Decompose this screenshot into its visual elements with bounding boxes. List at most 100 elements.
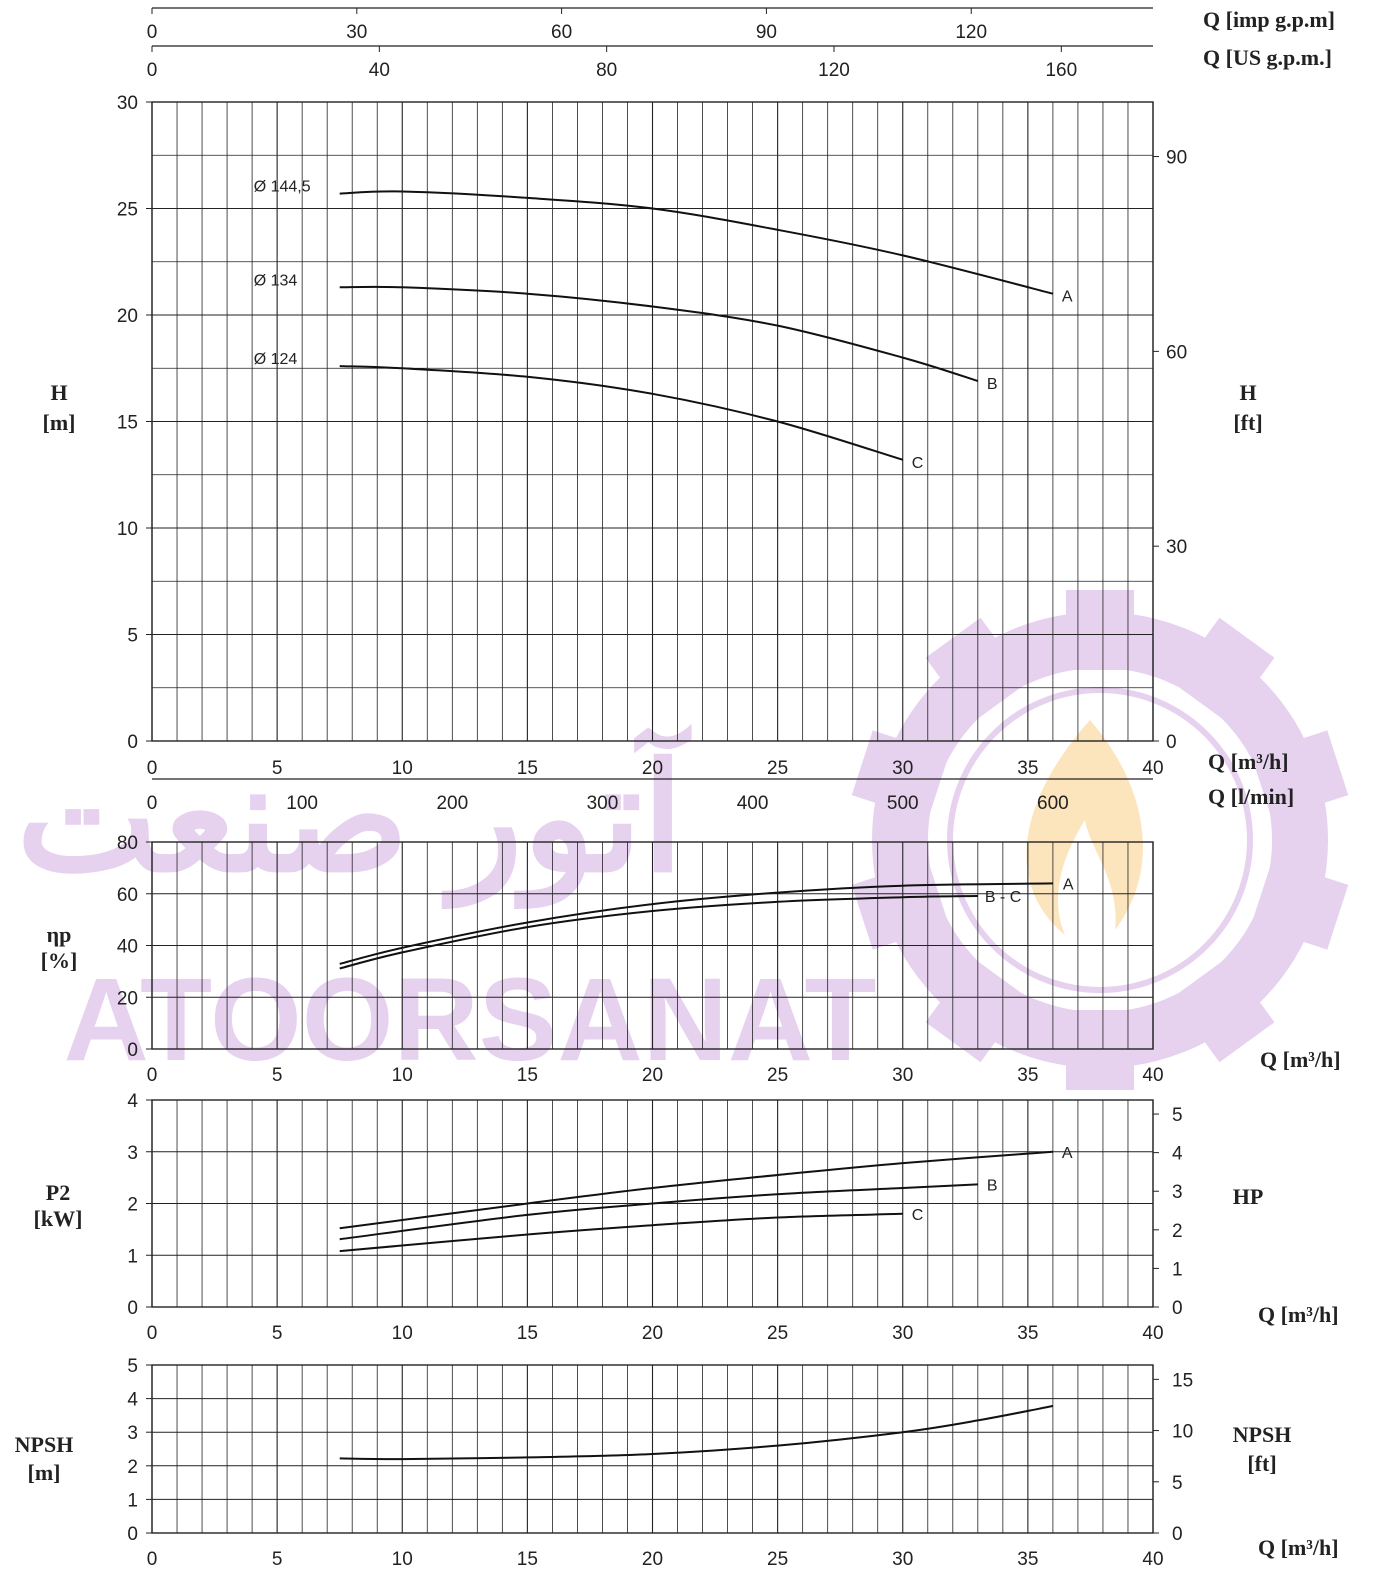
y-tick-label: 20 <box>117 306 138 327</box>
x-tick-label-lmin: 200 <box>436 793 468 814</box>
top-axis-tick-label: 40 <box>369 60 390 81</box>
series-label: B <box>987 1177 998 1194</box>
y2-tick-label: 0 <box>1172 1524 1183 1545</box>
series-line-c <box>339 365 904 461</box>
y2-tick-label: 10 <box>1172 1422 1193 1443</box>
gear-tooth-icon <box>1172 957 1275 1063</box>
series-label: B <box>987 376 998 393</box>
x-tick-label-lmin: 400 <box>737 793 769 814</box>
x-tick-label: 15 <box>517 758 538 779</box>
y-tick-label: 10 <box>117 519 138 540</box>
gear-tooth-icon <box>1066 1010 1134 1090</box>
top-axis-label: Q [imp g.p.m] <box>1203 7 1335 32</box>
x-tick-label: 30 <box>892 1065 913 1086</box>
x-tick-label-lmin: 600 <box>1037 793 1069 814</box>
top-axis-tick-label: 0 <box>147 60 158 81</box>
series-line-b <box>339 285 979 382</box>
top-axis-tick-label: 0 <box>147 22 158 43</box>
y2-tick-label: 5 <box>1172 1105 1183 1126</box>
y-tick-label: 0 <box>127 1040 138 1061</box>
y-tick-label: 1 <box>127 1246 138 1267</box>
top-axis-tick-label: 160 <box>1045 60 1077 81</box>
x-tick-label: 15 <box>517 1549 538 1570</box>
y2-tick-label: 2 <box>1172 1221 1183 1242</box>
y-tick-label: 0 <box>127 1298 138 1319</box>
x-tick-label: 10 <box>392 1323 413 1344</box>
y-tick-label: 25 <box>117 200 138 221</box>
gear-inner-ring-icon <box>947 687 1253 993</box>
x-tick-label: 35 <box>1017 758 1038 779</box>
watermark-persian-text: آتور صنعت <box>16 723 692 909</box>
y-tick-label: 20 <box>117 988 138 1009</box>
impeller-diameter-label: Ø 124 <box>254 351 298 368</box>
gear-icon <box>872 612 1328 1068</box>
y2-tick-label: 15 <box>1172 1370 1193 1391</box>
chart-efficiency: 0 20 40 60 80 0 5 10 15 20 25 30 35 40 Q [m³/h] ηp[%] A B… <box>41 833 1341 1086</box>
x-tick-label: 20 <box>642 758 663 779</box>
y-tick-label: 4 <box>127 1390 138 1411</box>
x-tick-label: 25 <box>767 1323 788 1344</box>
y-axis-label: [kW] <box>34 1206 83 1231</box>
x-tick-label: 20 <box>642 1323 663 1344</box>
x-tick-label: 5 <box>272 1323 283 1344</box>
y-tick-label: 5 <box>127 626 138 647</box>
top-axis-tick-label: 120 <box>818 60 850 81</box>
y2-tick-label: 90 <box>1166 148 1187 169</box>
x-tick-label: 0 <box>147 758 158 779</box>
y2-axis-label: HP <box>1233 1184 1264 1209</box>
series-line-a <box>339 882 1053 965</box>
y2-tick-label: 1 <box>1172 1259 1183 1280</box>
y2-tick-label: 5 <box>1172 1473 1183 1494</box>
gear-tooth-icon <box>1251 860 1349 950</box>
series-line-npsh <box>339 1405 1054 1461</box>
x-axis-label: Q [m³/h] <box>1258 1302 1339 1327</box>
y2-axis-label: [ft] <box>1247 1451 1276 1476</box>
y-axis-label: NPSH <box>15 1432 74 1457</box>
x-tick-label: 15 <box>517 1065 538 1086</box>
gear-tooth-icon <box>925 957 1028 1063</box>
y-tick-label: 3 <box>127 1143 138 1164</box>
series-label: A <box>1062 1145 1073 1162</box>
x-tick-label: 20 <box>642 1065 663 1086</box>
x-axis-label: Q [m³/h] <box>1258 1535 1339 1560</box>
y-tick-label: 2 <box>127 1457 138 1478</box>
y-tick-label: 5 <box>127 1356 138 1377</box>
x-tick-label: 0 <box>147 1549 158 1570</box>
x-tick-label: 40 <box>1142 1549 1163 1570</box>
y-axis-label: P2 <box>46 1180 70 1205</box>
series-line-c <box>339 1212 903 1253</box>
x-tick-label: 35 <box>1017 1323 1038 1344</box>
top-axis-tick-label: 90 <box>756 22 777 43</box>
x-tick-label: 35 <box>1017 1065 1038 1086</box>
y-tick-label: 30 <box>117 93 138 114</box>
watermark-latin-text: ATOORSANAT <box>64 954 877 1086</box>
y2-tick-label: 4 <box>1172 1144 1183 1165</box>
gear-tooth-icon <box>925 617 1028 723</box>
y2-axis-label: [ft] <box>1233 410 1262 435</box>
y-tick-label: 0 <box>127 1524 138 1545</box>
series-line-a <box>339 190 1054 295</box>
x-tick-label: 25 <box>767 758 788 779</box>
y-tick-label: 60 <box>117 885 138 906</box>
x-tick-label: 10 <box>392 1065 413 1086</box>
top-axis-tick-label: 30 <box>346 22 367 43</box>
series-label: C <box>912 1207 924 1224</box>
series-label: C <box>912 455 924 472</box>
y2-tick-label: 60 <box>1166 342 1187 363</box>
x-tick-label: 10 <box>392 1549 413 1570</box>
y2-tick-label: 0 <box>1172 1298 1183 1319</box>
x-tick-label: 25 <box>767 1549 788 1570</box>
y-tick-label: 40 <box>117 937 138 958</box>
series-label: B - C <box>985 889 1021 906</box>
x-tick-label: 40 <box>1142 758 1163 779</box>
y-tick-label: 15 <box>117 413 138 434</box>
x-tick-label: 30 <box>892 1549 913 1570</box>
x-axis-label: Q [l/min] <box>1208 784 1294 809</box>
top-axis-tick-label: 80 <box>596 60 617 81</box>
flame-icon <box>1026 720 1143 935</box>
series-label: A <box>1063 876 1074 893</box>
y-axis-label: H <box>50 380 67 405</box>
